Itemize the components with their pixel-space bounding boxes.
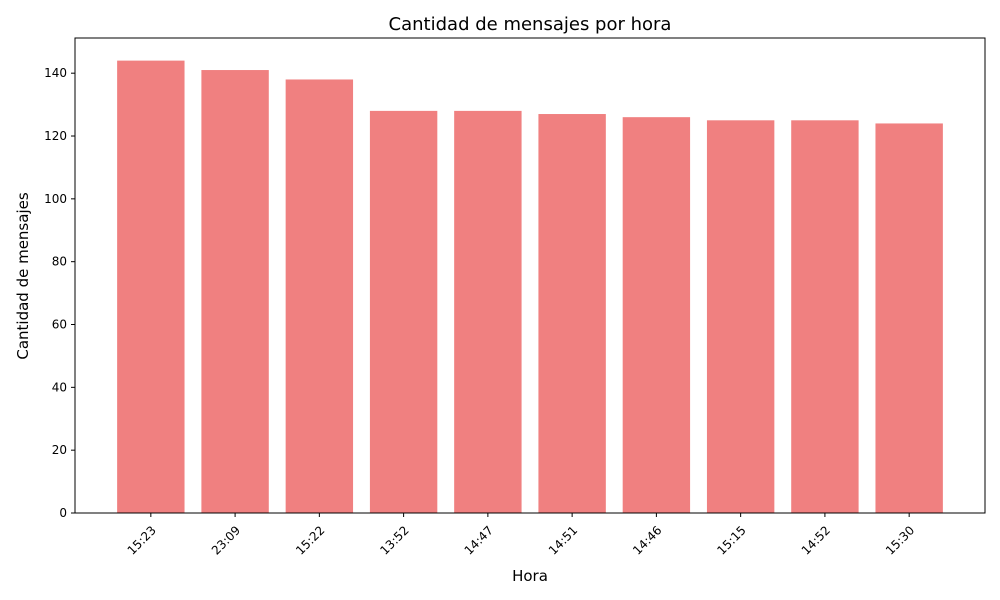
x-tick-label: 23:09 [209, 523, 243, 557]
bar-1522 [285, 79, 354, 513]
x-tick-label: 14:52 [799, 523, 833, 557]
y-tick-label: 0 [59, 506, 67, 520]
bar-1447 [454, 110, 522, 513]
x-tick-label: 14:51 [546, 523, 580, 557]
y-tick-label: 140 [44, 66, 67, 80]
x-tick-label: 15:15 [714, 523, 748, 557]
bar-1515 [706, 120, 775, 514]
y-tick-label: 20 [52, 443, 67, 457]
bar-1452 [791, 120, 859, 514]
x-tick-label: 15:22 [293, 523, 327, 557]
bar-1530 [875, 123, 943, 513]
y-tick-label: 100 [44, 192, 67, 206]
x-tick-label: 15:23 [125, 523, 159, 557]
x-tick-label: 13:52 [377, 523, 411, 557]
bar-1446 [622, 117, 691, 514]
bar-1451 [538, 114, 606, 513]
bars-group [117, 60, 943, 514]
chart-title: Cantidad de mensajes por hora [389, 14, 672, 35]
bar-1523 [117, 60, 185, 513]
y-axis-label: Cantidad de mensajes [14, 192, 32, 359]
y-axis: 0 20 40 60 80 100 120 140 [44, 66, 75, 520]
y-tick-label: 120 [44, 129, 67, 143]
x-tick-label: 14:46 [630, 523, 664, 557]
plot-frame [74, 37, 986, 514]
x-axis-label: Hora [512, 567, 548, 585]
y-tick-label: 60 [52, 318, 67, 332]
bar-2309 [201, 70, 269, 514]
x-axis: 15:23 23:09 15:22 13:52 14:47 14:51 14:46 15:15… [125, 513, 917, 558]
y-tick-label: 80 [52, 255, 67, 269]
y-tick-label: 40 [52, 380, 67, 394]
bar-1352 [369, 110, 438, 513]
x-tick-label: 15:30 [883, 523, 917, 557]
x-tick-label: 14:47 [462, 523, 496, 557]
